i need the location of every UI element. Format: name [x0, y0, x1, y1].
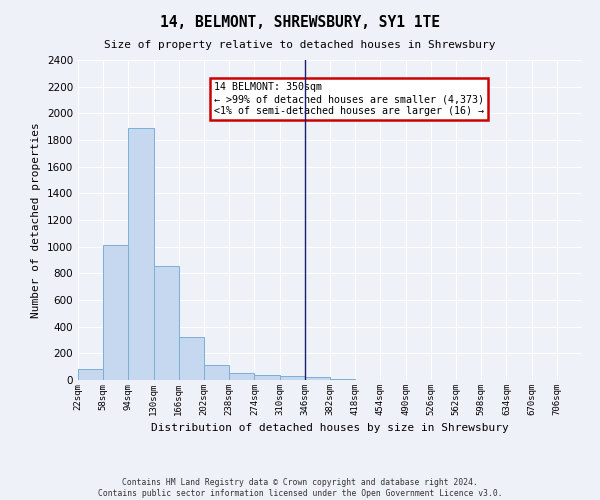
Text: Size of property relative to detached houses in Shrewsbury: Size of property relative to detached ho… [104, 40, 496, 50]
Bar [305, 378, 330, 380]
Bar [78, 368, 103, 380]
Bar [280, 376, 305, 380]
Bar [254, 374, 280, 380]
Text: 14, BELMONT, SHREWSBURY, SY1 1TE: 14, BELMONT, SHREWSBURY, SY1 1TE [160, 15, 440, 30]
Bar [179, 338, 204, 380]
Bar [103, 246, 128, 380]
X-axis label: Distribution of detached houses by size in Shrewsbury: Distribution of detached houses by size … [151, 424, 509, 434]
Bar [229, 374, 254, 380]
Bar [154, 266, 179, 380]
Text: 14 BELMONT: 350sqm
← >99% of detached houses are smaller (4,373)
<1% of semi-det: 14 BELMONT: 350sqm ← >99% of detached ho… [214, 82, 484, 116]
Bar [204, 364, 229, 380]
Bar [128, 128, 154, 380]
Y-axis label: Number of detached properties: Number of detached properties [31, 122, 41, 318]
Text: Contains HM Land Registry data © Crown copyright and database right 2024.
Contai: Contains HM Land Registry data © Crown c… [98, 478, 502, 498]
